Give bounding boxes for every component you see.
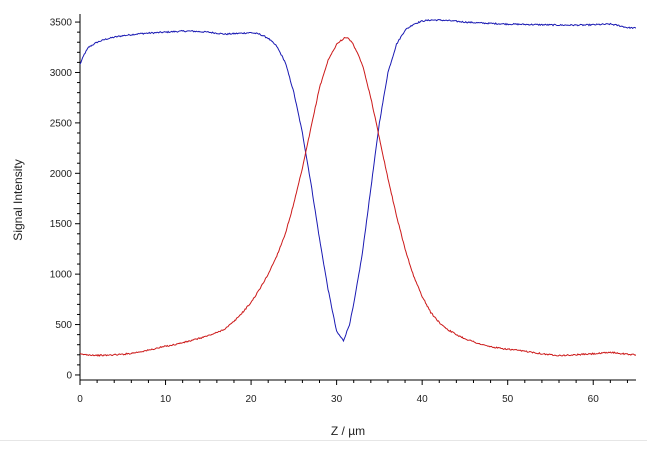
x-tick-label: 0 bbox=[77, 394, 83, 405]
x-tick-label: 30 bbox=[331, 394, 343, 405]
series bbox=[80, 18, 636, 357]
x-tick-label: 50 bbox=[502, 394, 514, 405]
y-tick-label: 500 bbox=[55, 320, 72, 331]
y-tick-label: 2500 bbox=[50, 118, 73, 129]
y-tick-label: 1000 bbox=[50, 270, 73, 281]
x-axis-title: Z / µm bbox=[331, 424, 365, 438]
x-tick-label: 40 bbox=[417, 394, 429, 405]
x-tick-label: 10 bbox=[160, 394, 172, 405]
y-tick-label: 3000 bbox=[50, 68, 73, 79]
y-tick-label: 2000 bbox=[50, 169, 73, 180]
x-tick-label: 60 bbox=[588, 394, 600, 405]
y-tick-label: 3500 bbox=[50, 18, 73, 29]
bottom-divider bbox=[0, 440, 647, 441]
y-axis-title: Signal Intensity bbox=[11, 159, 25, 240]
series-line-2 bbox=[80, 36, 636, 357]
y-tick-label: 1500 bbox=[50, 219, 73, 230]
ticks: 0 10 20 30 40 50 60 0 500 1000 1500 2000 2500 3000 350… bbox=[50, 18, 628, 405]
y-tick-label: 0 bbox=[66, 370, 72, 381]
x-tick-label: 20 bbox=[246, 394, 258, 405]
axes bbox=[79, 14, 636, 381]
series-line-1 bbox=[80, 18, 636, 343]
